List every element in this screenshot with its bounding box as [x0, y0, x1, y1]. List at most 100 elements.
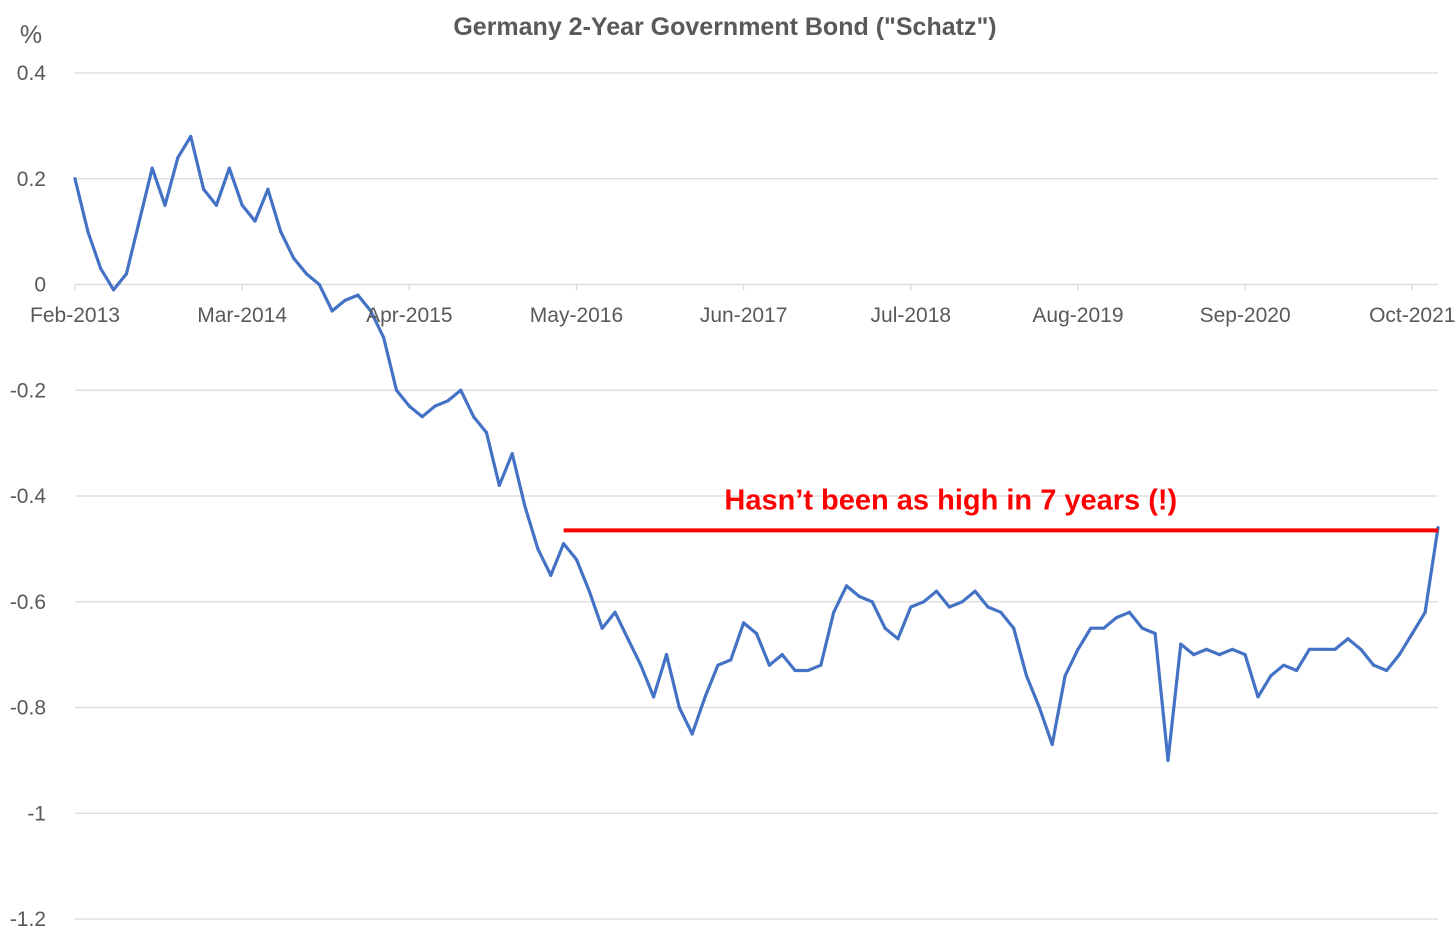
data-point — [86, 230, 90, 234]
data-point — [909, 605, 913, 609]
data-point — [176, 156, 180, 160]
data-point — [922, 600, 926, 604]
data-point — [240, 203, 244, 207]
annotation-layer: Hasn’t been as high in 7 years (!) — [563, 484, 1438, 533]
data-point — [227, 166, 231, 170]
data-point — [1333, 647, 1337, 651]
data-point — [600, 626, 604, 630]
data-point — [214, 203, 219, 207]
x-tick-label: Feb-2013 — [30, 304, 120, 327]
data-point — [382, 335, 386, 339]
data-point — [124, 272, 129, 276]
data-point — [253, 219, 257, 223]
data-point — [1320, 647, 1324, 651]
data-point — [330, 309, 334, 313]
y-tick-label: -1.2 — [10, 908, 46, 931]
data-point — [433, 404, 437, 408]
data-point — [1423, 610, 1427, 614]
y-tick-label: -0.2 — [10, 379, 46, 402]
data-point — [947, 605, 951, 609]
data-point — [1114, 616, 1119, 620]
data-point — [369, 309, 373, 313]
data-point — [291, 256, 296, 260]
data-point — [1256, 695, 1260, 699]
data-point — [652, 695, 656, 699]
data-point — [793, 668, 797, 673]
series-line — [73, 134, 1440, 763]
data-point — [1410, 631, 1414, 636]
data-point — [742, 621, 746, 625]
y-tick-label: -0.4 — [10, 485, 47, 508]
data-point — [497, 483, 501, 488]
data-point — [163, 203, 167, 207]
x-tick-label: Aug-2019 — [1032, 304, 1123, 327]
data-point — [857, 594, 861, 599]
x-tick-label: May-2016 — [530, 304, 623, 327]
data-point — [150, 166, 154, 170]
x-tick-label: Sep-2020 — [1200, 304, 1291, 327]
data-point — [587, 589, 591, 593]
y-tick-label: 0.2 — [17, 168, 46, 191]
data-point — [1140, 626, 1144, 630]
data-point — [549, 573, 553, 577]
data-point — [1012, 626, 1016, 630]
y-tick-label: 0.4 — [17, 62, 47, 85]
data-point — [819, 663, 823, 667]
gridlines — [75, 72, 1438, 920]
data-point — [317, 282, 321, 287]
x-tick-label: Jun-2017 — [700, 304, 788, 327]
series-layer — [73, 134, 1440, 763]
annotation-label: Hasn’t been as high in 7 years (!) — [724, 484, 1177, 516]
data-point — [767, 663, 771, 667]
data-point — [1179, 642, 1183, 646]
data-point — [1217, 653, 1222, 657]
data-point — [883, 626, 887, 630]
data-point — [960, 600, 964, 604]
data-point — [446, 399, 450, 403]
data-point — [510, 452, 514, 456]
data-point — [1307, 647, 1312, 651]
data-point — [664, 653, 669, 657]
data-point — [703, 695, 707, 699]
data-point — [459, 388, 463, 392]
data-point — [407, 404, 411, 408]
data-point — [137, 219, 141, 223]
data-point — [626, 637, 630, 641]
data-point — [1166, 758, 1170, 762]
data-point — [472, 415, 476, 419]
data-point — [356, 293, 360, 297]
data-point — [562, 541, 566, 546]
data-point — [780, 653, 784, 657]
data-point — [1346, 637, 1350, 641]
data-point — [754, 631, 759, 636]
data-point — [613, 610, 617, 614]
data-point — [999, 610, 1003, 614]
data-point — [1076, 647, 1080, 651]
data-point — [189, 134, 193, 139]
data-point — [1063, 674, 1067, 678]
x-tick-label: Mar-2014 — [197, 304, 287, 327]
data-point — [523, 504, 527, 509]
data-point — [1384, 668, 1389, 673]
data-point — [973, 589, 977, 593]
y-axis-unit: % — [20, 21, 42, 49]
data-point — [73, 177, 77, 181]
data-point — [420, 415, 424, 419]
data-point — [870, 600, 874, 604]
data-point — [1127, 610, 1131, 614]
chart-title: Germany 2-Year Government Bond ("Schatz"… — [453, 13, 996, 41]
data-point — [111, 288, 116, 292]
data-point — [806, 668, 810, 673]
data-point — [844, 584, 849, 588]
data-point — [832, 610, 836, 614]
x-tick-label: Oct-2021 — [1369, 304, 1455, 327]
data-point — [394, 388, 399, 392]
data-point — [1372, 663, 1376, 667]
x-tick-label: Jul-2018 — [871, 304, 952, 327]
y-tick-label: -0.8 — [10, 697, 46, 720]
data-point — [1153, 631, 1157, 636]
data-point — [677, 705, 681, 710]
data-point — [201, 187, 206, 191]
data-point — [1359, 647, 1363, 651]
x-axis-ticks: Feb-2013 Mar-2014 Apr-2015 May-2016 Jun-2017… — [30, 284, 1455, 327]
